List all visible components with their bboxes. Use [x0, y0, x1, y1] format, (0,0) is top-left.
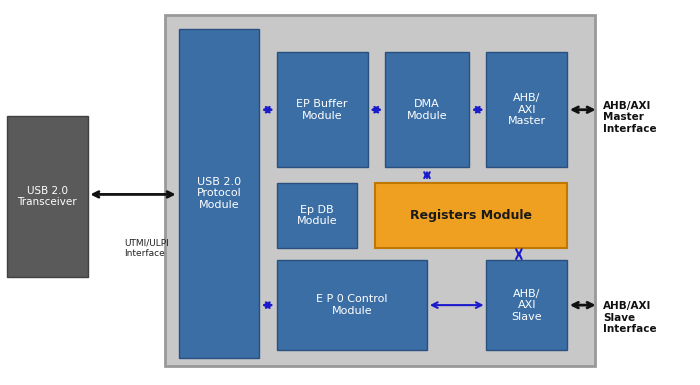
Text: UTMI/ULPI
Interface: UTMI/ULPI Interface — [125, 239, 169, 258]
Text: Ep DB
Module: Ep DB Module — [296, 205, 337, 226]
Text: DMA
Module: DMA Module — [407, 99, 447, 121]
Bar — [486, 260, 567, 350]
Text: EP Buffer
Module: EP Buffer Module — [296, 99, 348, 121]
Text: USB 2.0
Protocol
Module: USB 2.0 Protocol Module — [197, 177, 241, 210]
Text: USB 2.0
Transceiver: USB 2.0 Transceiver — [18, 186, 77, 207]
Bar — [276, 52, 368, 167]
Bar — [385, 52, 469, 167]
Bar — [486, 52, 567, 167]
Text: E P 0 Control
Module: E P 0 Control Module — [316, 294, 388, 316]
Bar — [374, 183, 567, 248]
Text: AHB/
AXI
Master: AHB/ AXI Master — [508, 93, 546, 126]
Bar — [7, 116, 88, 277]
Bar — [276, 260, 427, 350]
Text: AHB/
AXI
Slave: AHB/ AXI Slave — [512, 288, 542, 322]
Text: AHB/AXI
Master
Interface: AHB/AXI Master Interface — [603, 101, 657, 134]
Bar — [164, 15, 595, 366]
Bar — [178, 29, 259, 358]
Bar — [276, 183, 357, 248]
Text: Registers Module: Registers Module — [410, 209, 532, 222]
Text: AHB/AXI
Slave
Interface: AHB/AXI Slave Interface — [603, 301, 657, 334]
